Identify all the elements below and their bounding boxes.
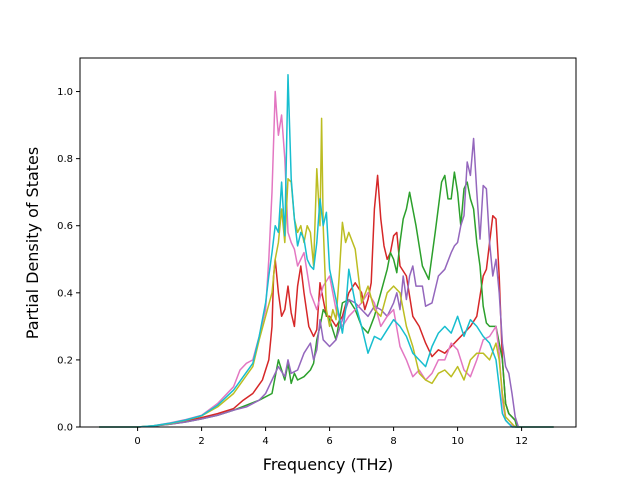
x-tick-label: 12 <box>515 436 528 447</box>
y-tick-label: 0.8 <box>57 154 73 165</box>
series-layer <box>99 74 554 428</box>
series-line-5 <box>99 117 554 428</box>
x-axis-label: Frequency (THz) <box>263 455 393 474</box>
series-line-1 <box>99 174 554 428</box>
y-tick-label: 0.6 <box>57 221 73 232</box>
series-line-3 <box>99 137 554 428</box>
x-tick-label: 6 <box>326 436 332 447</box>
x-tick-label: 8 <box>390 436 396 447</box>
x-axis-ticks: 0 2 4 6 8 10 12 <box>134 427 528 447</box>
y-tick-label: 1.0 <box>57 87 73 98</box>
series-line-6 <box>99 74 554 428</box>
x-tick-label: 2 <box>198 436 204 447</box>
x-tick-label: 0 <box>134 436 140 447</box>
y-tick-label: 0.2 <box>57 355 73 366</box>
y-axis-ticks: 0.0 0.2 0.4 0.6 0.8 1.0 <box>57 87 80 434</box>
x-tick-label: 10 <box>451 436 464 447</box>
series-line-2 <box>99 171 554 428</box>
y-axis-label: Partial Density of States <box>23 147 42 339</box>
y-tick-label: 0.0 <box>57 423 73 434</box>
y-tick-label: 0.4 <box>57 288 73 299</box>
x-tick-label: 4 <box>262 436 268 447</box>
plot-frame <box>79 57 577 428</box>
